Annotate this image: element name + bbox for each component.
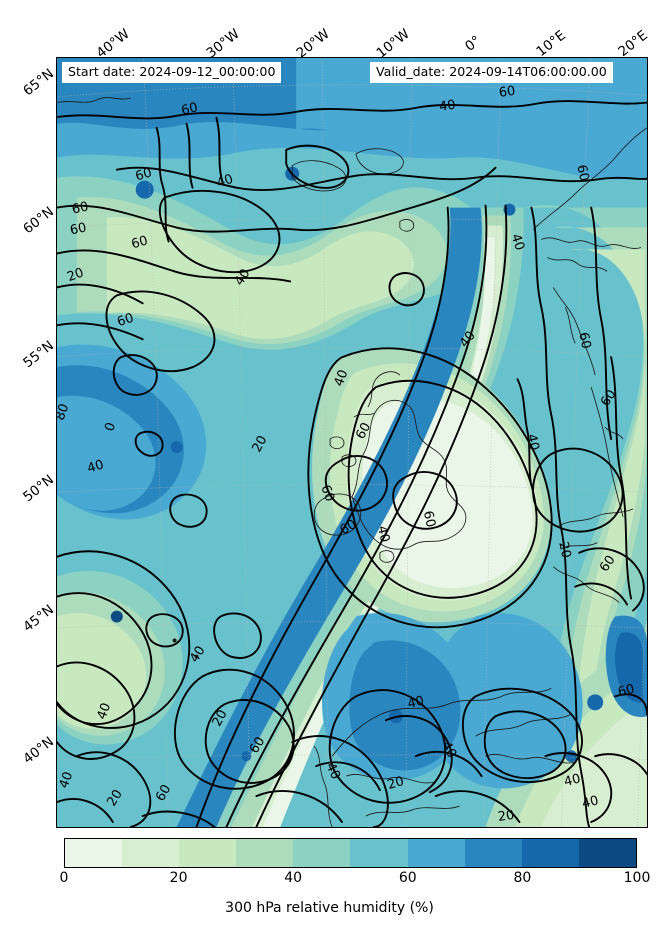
svg-text:20: 20 [210, 708, 231, 730]
svg-text:40: 40 [581, 793, 601, 812]
svg-text:60: 60 [134, 166, 154, 185]
lat-tick-40N: 40°N [20, 733, 57, 768]
colorbar-band-80-90 [521, 839, 579, 867]
svg-text:40: 40 [563, 771, 583, 790]
svg-text:40: 40 [215, 172, 236, 192]
colorbar-tick-100: 100 [623, 870, 651, 886]
svg-text:20: 20 [555, 540, 573, 559]
svg-text:40: 40 [95, 701, 115, 722]
svg-text:40: 40 [332, 368, 352, 389]
lon-tick-20E: 20°E [615, 27, 651, 60]
lat-tick-60N: 60°N [20, 203, 57, 238]
colorbar-title: 300 hPa relative humidity (%) [225, 900, 434, 916]
colorbar[interactable] [64, 838, 637, 868]
svg-text:20: 20 [250, 433, 271, 455]
svg-text:60: 60 [498, 84, 516, 101]
colorbar-tick-0: 0 [59, 870, 69, 886]
svg-text:20: 20 [497, 808, 515, 825]
svg-text:80: 80 [57, 402, 72, 423]
svg-text:60: 60 [71, 199, 90, 217]
colorbar-tick-80: 80 [513, 870, 532, 886]
lat-tick-55N: 55°N [20, 337, 57, 372]
colorbar-band-70-80 [464, 839, 522, 867]
svg-text:40: 40 [438, 739, 459, 761]
colorbar-band-30-40 [236, 839, 294, 867]
svg-text:40: 40 [438, 98, 456, 115]
svg-text:60: 60 [616, 682, 636, 701]
svg-text:60: 60 [247, 734, 268, 756]
map-axes[interactable]: 60 60 40 40 60 60 40 60 60 60 20 60 40 8… [56, 57, 648, 828]
map-plot: 60 60 40 40 60 60 40 60 60 60 20 60 40 8… [57, 58, 647, 827]
svg-text:60: 60 [317, 483, 337, 504]
colorbar-band-60-70 [407, 839, 465, 867]
svg-text:60: 60 [575, 331, 593, 350]
lon-tick-10E: 10°E [533, 27, 569, 60]
svg-text:20: 20 [104, 787, 125, 809]
lon-tick-0: 0° [462, 32, 485, 55]
svg-text:40: 40 [85, 457, 105, 476]
svg-text:60: 60 [130, 233, 150, 252]
svg-text:40: 40 [232, 267, 253, 289]
svg-text:60: 60 [338, 517, 360, 538]
svg-text:40: 40 [508, 232, 527, 252]
colorbar-tick-20: 20 [169, 870, 188, 886]
colorbar-band-20-30 [179, 839, 237, 867]
colorbar-band-0-10 [65, 839, 123, 867]
svg-text:20: 20 [386, 774, 406, 793]
colorbar-band-10-20 [122, 839, 180, 867]
svg-text:60: 60 [180, 100, 200, 119]
valid-date-label: Valid_date: 2024-09-14T06:00:00.00 [370, 62, 613, 83]
svg-text:40: 40 [187, 644, 208, 666]
svg-text:40: 40 [406, 694, 426, 713]
colorbar-band-90-100 [578, 839, 636, 867]
colorbar-band-40-50 [293, 839, 351, 867]
lat-tick-50N: 50°N [20, 471, 57, 506]
svg-text:40: 40 [523, 433, 541, 452]
colorbar-tick-60: 60 [398, 870, 417, 886]
svg-text:40: 40 [57, 770, 76, 791]
svg-text:60: 60 [420, 510, 438, 529]
start-date-label: Start date: 2024-09-12_00:00:00 [62, 62, 282, 83]
colorbar-tick-labels: 0 20 40 60 80 100 [60, 870, 651, 890]
colorbar-band-50-60 [350, 839, 408, 867]
lat-tick-45N: 45°N [20, 601, 57, 636]
svg-text:60: 60 [115, 311, 135, 330]
svg-text:60: 60 [353, 420, 374, 442]
svg-text:60: 60 [153, 782, 174, 804]
lat-tick-65N: 65°N [20, 65, 57, 100]
colorbar-tick-40: 40 [284, 870, 303, 886]
svg-text:40: 40 [374, 524, 392, 543]
svg-text:60: 60 [573, 163, 591, 182]
svg-text:40: 40 [322, 761, 342, 782]
svg-text:60: 60 [69, 220, 88, 238]
svg-text:20: 20 [65, 265, 86, 285]
